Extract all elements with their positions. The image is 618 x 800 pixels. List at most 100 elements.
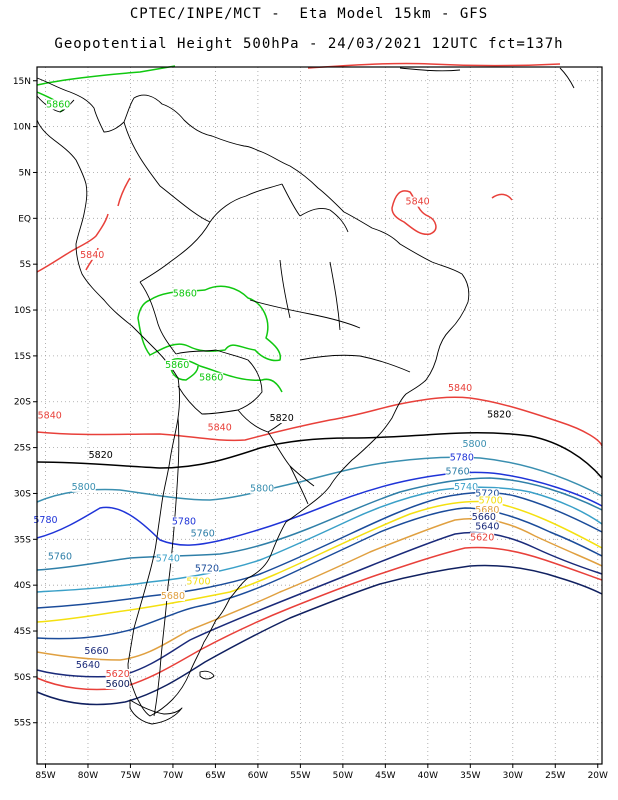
lat-label: 15N bbox=[13, 77, 31, 87]
contour-5860-bolivia bbox=[137, 285, 282, 362]
contour-label-bg bbox=[71, 481, 96, 492]
lon-label: 35W bbox=[460, 771, 480, 781]
contour-label-bg bbox=[487, 409, 512, 420]
lon-label: 70W bbox=[163, 771, 183, 781]
contour-label-bg bbox=[462, 438, 487, 449]
contour-label-5720: 5720 bbox=[475, 488, 499, 499]
chart-title-line2: Geopotential Height 500hPa - 24/03/2021 … bbox=[54, 36, 564, 52]
border-colombia bbox=[123, 121, 211, 223]
contour-label-bg bbox=[199, 372, 224, 383]
contour-label-bg bbox=[84, 646, 109, 657]
contour-label-bg bbox=[105, 668, 130, 679]
contour-label-bg bbox=[80, 249, 105, 260]
lon-label: 85W bbox=[35, 771, 55, 781]
coastlines-and-borders bbox=[36, 67, 575, 725]
lon-label: 65W bbox=[205, 771, 225, 781]
lat-label: 45S bbox=[14, 627, 31, 637]
border-chile-argentina bbox=[153, 417, 180, 717]
contour-label-5840: 5840 bbox=[448, 383, 472, 394]
lon-label: 75W bbox=[120, 771, 140, 781]
caribbean-coast bbox=[399, 67, 575, 89]
lat-label: 40S bbox=[14, 581, 31, 591]
contour-label-bg bbox=[471, 512, 496, 523]
contour-label-bg bbox=[207, 422, 232, 433]
contour-label-5620: 5620 bbox=[106, 669, 130, 680]
contour-lines bbox=[36, 62, 603, 706]
lat-label: 20S bbox=[14, 398, 31, 408]
latitude-labels: 15N 10N 5N EQ 5S 10S 15S 20S 25S 30S 35S 40S 45S 50S 5… bbox=[13, 77, 31, 729]
contour-5680 bbox=[36, 507, 603, 640]
lat-label: 50S bbox=[14, 673, 31, 683]
central-america bbox=[36, 95, 75, 113]
contour-label-bg bbox=[37, 410, 62, 421]
contour-label-5680: 5680 bbox=[475, 505, 499, 516]
contour-5700 bbox=[36, 500, 603, 623]
contour-label-5640: 5640 bbox=[475, 521, 499, 532]
contour-label-5780: 5780 bbox=[172, 517, 196, 528]
contour-label-bg bbox=[105, 679, 130, 690]
contour-5840-colombia bbox=[117, 177, 131, 207]
contour-label-bg bbox=[171, 516, 196, 527]
contour-label-bg bbox=[475, 504, 500, 515]
contour-label-5780: 5780 bbox=[33, 515, 57, 526]
contour-5760 bbox=[36, 477, 603, 571]
continent-coastline bbox=[36, 77, 470, 717]
contour-label-bg bbox=[46, 99, 71, 110]
contour-label-bg bbox=[88, 449, 113, 460]
contour-label-5740: 5740 bbox=[156, 553, 180, 564]
contour-5740 bbox=[36, 486, 603, 593]
contour-label-5860: 5860 bbox=[165, 360, 189, 371]
contour-label-bg bbox=[478, 495, 503, 506]
contour-5840-top-right bbox=[307, 62, 561, 69]
contour-label-5660: 5660 bbox=[472, 512, 496, 523]
border-peru bbox=[139, 281, 177, 355]
map-grid bbox=[37, 67, 602, 764]
contour-label-5820: 5820 bbox=[270, 413, 294, 424]
longitude-labels: 85W 80W 75W 70W 65W 60W 55W 50W 45W 40W 35W 30W 25W 2… bbox=[35, 771, 608, 781]
contour-5840-pacific-north bbox=[36, 213, 109, 273]
chart-title-line1: CPTEC/INPE/MCT - Eta Model 15km - GFS bbox=[129, 6, 489, 22]
lat-label: 30S bbox=[14, 489, 31, 499]
contour-label-bg bbox=[194, 563, 219, 574]
contour-label-bg bbox=[475, 488, 500, 499]
lat-label: 10N bbox=[13, 123, 31, 133]
contour-label-bg bbox=[165, 359, 190, 370]
contour-label-5700: 5700 bbox=[186, 576, 210, 587]
lon-label: 50W bbox=[333, 771, 353, 781]
contour-label-5820: 5820 bbox=[89, 450, 113, 461]
contour-label-5660: 5660 bbox=[84, 646, 108, 657]
lon-label: 20W bbox=[588, 771, 608, 781]
border-brazil-north bbox=[139, 221, 211, 283]
contour-label-5860: 5860 bbox=[46, 99, 70, 110]
contour-label-bg bbox=[475, 521, 500, 532]
contour-label-5600: 5600 bbox=[106, 679, 130, 690]
falklands bbox=[199, 670, 215, 680]
lon-label: 40W bbox=[418, 771, 438, 781]
contour-label-5740: 5740 bbox=[454, 482, 478, 493]
contour-label-5640: 5640 bbox=[76, 660, 100, 671]
contour-label-5780: 5780 bbox=[450, 453, 474, 464]
contour-label-5680: 5680 bbox=[161, 591, 185, 602]
border-bolivia bbox=[175, 349, 263, 415]
contour-label-5840: 5840 bbox=[208, 422, 232, 433]
border-venezuela bbox=[209, 183, 283, 223]
contour-label-5840: 5840 bbox=[80, 250, 104, 261]
contour-5840-atlantic-east bbox=[491, 193, 513, 201]
tierra-del-fuego bbox=[129, 699, 183, 725]
lat-label: 25S bbox=[14, 444, 31, 454]
lat-label: 5N bbox=[19, 168, 31, 178]
contour-label-5700: 5700 bbox=[479, 496, 503, 507]
axis-ticks bbox=[33, 80, 599, 768]
contour-5840-south bbox=[36, 396, 603, 447]
contour-label-bg bbox=[172, 288, 197, 299]
lon-label: 25W bbox=[545, 771, 565, 781]
lat-label: EQ bbox=[18, 214, 31, 224]
contour-label-bg bbox=[454, 481, 479, 492]
contour-5840-atlantic bbox=[391, 190, 437, 236]
contour-5860-north bbox=[36, 65, 176, 86]
lon-label: 80W bbox=[78, 771, 98, 781]
contour-label-5820: 5820 bbox=[487, 409, 511, 420]
contour-label-bg bbox=[75, 659, 100, 670]
contour-label-bg bbox=[190, 528, 215, 539]
lon-label: 55W bbox=[290, 771, 310, 781]
